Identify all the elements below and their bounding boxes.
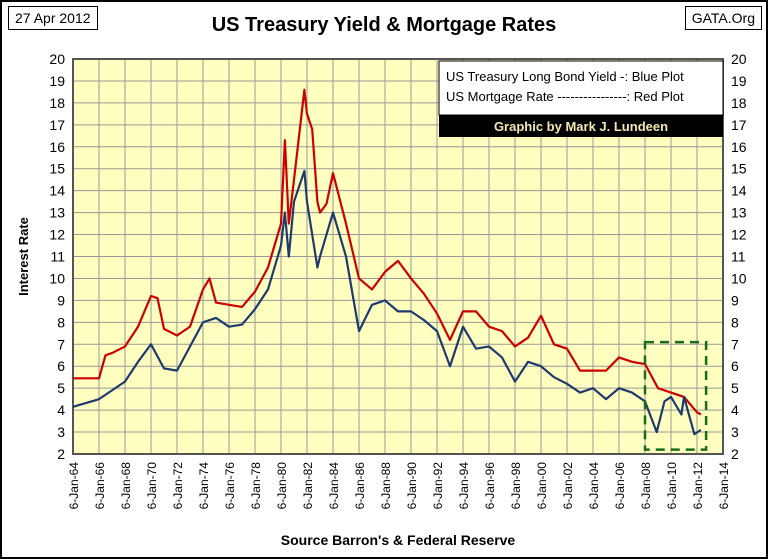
y-tick-label-left: 8: [57, 314, 65, 330]
y-tick-label-left: 9: [57, 292, 65, 308]
y-tick-label-left: 2: [57, 446, 65, 462]
x-tick-label: 6-Jan-74: [197, 462, 211, 510]
y-tick-label-right: 2: [731, 446, 739, 462]
y-tick-label-left: 12: [49, 227, 65, 243]
x-tick-label: 6-Jan-66: [93, 462, 107, 510]
x-tick-label: 6-Jan-00: [535, 462, 549, 510]
x-tick-label: 6-Jan-94: [457, 462, 471, 510]
y-tick-label-right: 11: [731, 249, 746, 265]
y-tick-label-left: 3: [57, 424, 65, 440]
y-tick-label-right: 10: [731, 270, 747, 286]
series-line-us-mortgage-rate: [73, 88, 702, 416]
x-tick-label: 6-Jan-78: [249, 462, 263, 510]
x-tick-label: 6-Jan-02: [561, 462, 575, 510]
x-tick-label: 6-Jan-08: [639, 462, 653, 510]
y-tick-label-right: 3: [731, 424, 739, 440]
y-tick-label-left: 6: [57, 358, 65, 374]
y-tick-label-right: 20: [731, 51, 747, 67]
y-tick-label-left: 13: [49, 205, 65, 221]
plot-border: [72, 58, 724, 455]
credit-text: Graphic by Mark J. Lundeen: [494, 119, 668, 134]
y-tick-label-right: 15: [731, 161, 747, 177]
x-tick-label: 6-Jan-86: [353, 462, 367, 510]
y-tick-label-left: 20: [49, 51, 65, 67]
y-tick-label-right: 18: [731, 95, 747, 111]
x-tick-label: 6-Jan-84: [327, 462, 341, 510]
x-tick-label: 6-Jan-70: [145, 462, 159, 510]
y-tick-label-left: 18: [49, 95, 65, 111]
credit-banner: [439, 115, 723, 137]
y-tick-label-left: 7: [57, 336, 65, 352]
x-tick-label: 6-Jan-92: [431, 462, 445, 510]
y-tick-label-left: 10: [49, 270, 65, 286]
chart-title: US Treasury Yield & Mortgage Rates: [211, 14, 557, 36]
x-tick-label: 6-Jan-14: [717, 462, 731, 510]
x-tick-label: 6-Jan-68: [119, 462, 133, 510]
x-tick-label: 6-Jan-76: [223, 462, 237, 510]
x-tick-label: 6-Jan-88: [379, 462, 393, 510]
y-tick-label-left: 19: [49, 73, 65, 89]
date-label: 27 Apr 2012: [8, 6, 98, 30]
x-tick-label: 6-Jan-72: [171, 462, 185, 510]
y-tick-label-right: 17: [731, 117, 747, 133]
y-tick-label-left: 4: [57, 402, 65, 418]
y-tick-label-right: 13: [731, 205, 747, 221]
x-tick-label: 6-Jan-96: [483, 462, 497, 510]
y-tick-label-right: 9: [731, 292, 739, 308]
y-tick-label-left: 15: [49, 161, 65, 177]
x-tick-label: 6-Jan-98: [509, 462, 523, 510]
y-axis-label: Interest Rate: [16, 217, 31, 296]
series-line-us-treasury-long-bond-yield: [72, 169, 702, 436]
x-tick-label: 6-Jan-90: [405, 462, 419, 510]
site-label: GATA.Org: [684, 6, 762, 30]
x-tick-label: 6-Jan-12: [691, 462, 705, 510]
y-tick-label-right: 16: [731, 139, 747, 155]
legend-entry: US Mortgage Rate ----------------: Red P…: [446, 89, 684, 104]
y-tick-label-left: 16: [49, 139, 65, 155]
x-tick-label: 6-Jan-10: [665, 462, 679, 510]
x-axis-label: Source Barron's & Federal Reserve: [281, 532, 516, 548]
y-tick-label-left: 5: [57, 380, 65, 396]
legend-box: [438, 60, 724, 116]
x-tick-label: 6-Jan-06: [613, 462, 627, 510]
x-tick-label: 6-Jan-82: [301, 462, 315, 510]
x-tick-label: 6-Jan-04: [587, 462, 601, 510]
y-tick-label-right: 4: [731, 402, 739, 418]
y-tick-label-right: 14: [731, 183, 747, 199]
legend-entry: US Treasury Long Bond Yield -: Blue Plot: [446, 69, 684, 84]
highlight-box: [643, 340, 708, 451]
y-tick-label-right: 7: [731, 336, 739, 352]
y-tick-label-right: 5: [731, 380, 739, 396]
y-tick-label-right: 19: [731, 73, 747, 89]
y-tick-label-left: 11: [50, 249, 65, 265]
y-tick-label-right: 8: [731, 314, 739, 330]
x-tick-label: 6-Jan-64: [67, 462, 81, 510]
y-tick-label-left: 14: [49, 183, 65, 199]
y-tick-label-right: 12: [731, 227, 747, 243]
y-tick-label-right: 6: [731, 358, 739, 374]
x-tick-label: 6-Jan-80: [275, 462, 289, 510]
y-tick-label-left: 17: [49, 117, 65, 133]
